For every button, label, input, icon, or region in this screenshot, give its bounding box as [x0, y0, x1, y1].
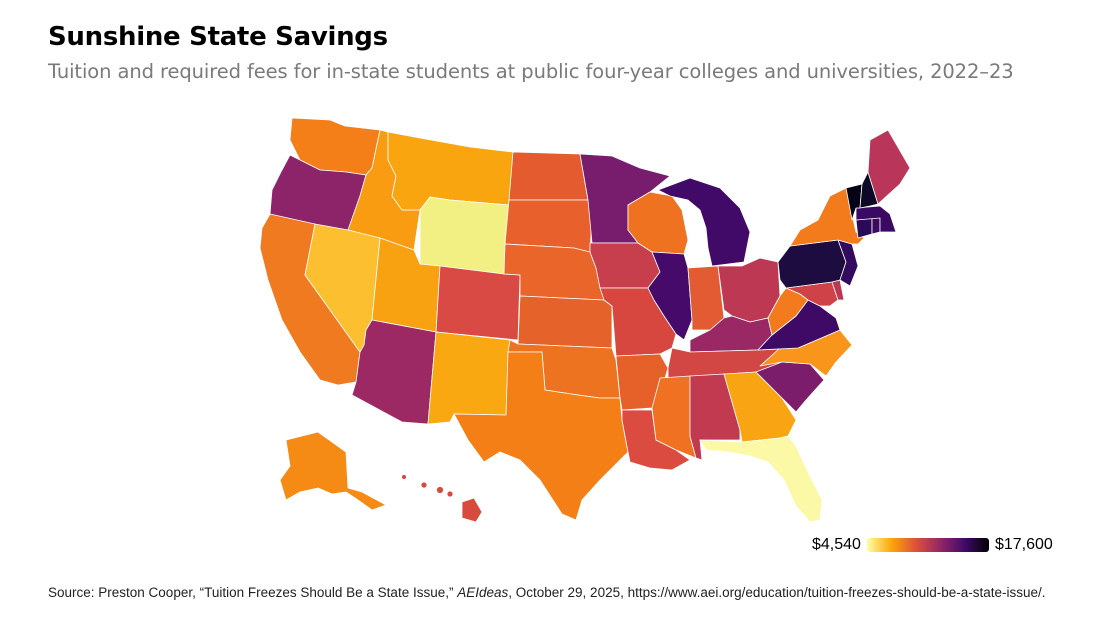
legend-max-label: $17,600 [994, 536, 1053, 553]
state-ME[interactable] [867, 129, 911, 205]
state-ND[interactable] [508, 151, 589, 201]
state-MA[interactable] [855, 205, 897, 233]
state-SD[interactable] [504, 199, 593, 253]
source-prefix: Source: Preston Cooper, “Tuition Freezes… [48, 585, 458, 600]
source-suffix: , October 29, 2025, https://www.aei.org/… [508, 585, 1046, 600]
legend-gradient-bar [866, 538, 989, 552]
state-CT[interactable] [855, 217, 873, 239]
state-KS[interactable] [517, 295, 613, 349]
state-NM[interactable] [427, 331, 511, 425]
state-PA[interactable] [777, 239, 847, 289]
state-HI-islands-1 [401, 474, 407, 480]
color-scale-legend: $4,540 $17,600 [812, 536, 1053, 554]
state-IL[interactable] [647, 251, 693, 341]
state-FL[interactable] [699, 435, 823, 523]
legend-min-label: $4,540 [812, 536, 861, 553]
state-AK-chain [229, 503, 281, 523]
state-VT[interactable] [845, 183, 863, 221]
state-AK[interactable] [279, 431, 387, 511]
state-MT[interactable] [387, 131, 514, 211]
state-CO[interactable] [435, 265, 521, 341]
map-title: Sunshine State Savings [48, 22, 388, 52]
state-WI[interactable] [627, 191, 689, 255]
state-RI[interactable] [871, 217, 881, 235]
state-HI[interactable] [461, 497, 483, 523]
map-subtitle: Tuition and required fees for in-state s… [48, 60, 1014, 83]
state-HI-islands-4 [446, 490, 454, 498]
state-NY[interactable] [789, 187, 865, 247]
source-publication: AEIdeas [457, 585, 509, 600]
state-IN[interactable] [687, 265, 725, 331]
state-WY[interactable] [419, 196, 510, 275]
state-HI-islands-3 [436, 486, 444, 494]
state-NH[interactable] [859, 171, 879, 209]
state-TX[interactable] [453, 351, 629, 521]
state-HI-islands-2 [420, 481, 428, 489]
source-note: Source: Preston Cooper, “Tuition Freezes… [48, 585, 1046, 600]
